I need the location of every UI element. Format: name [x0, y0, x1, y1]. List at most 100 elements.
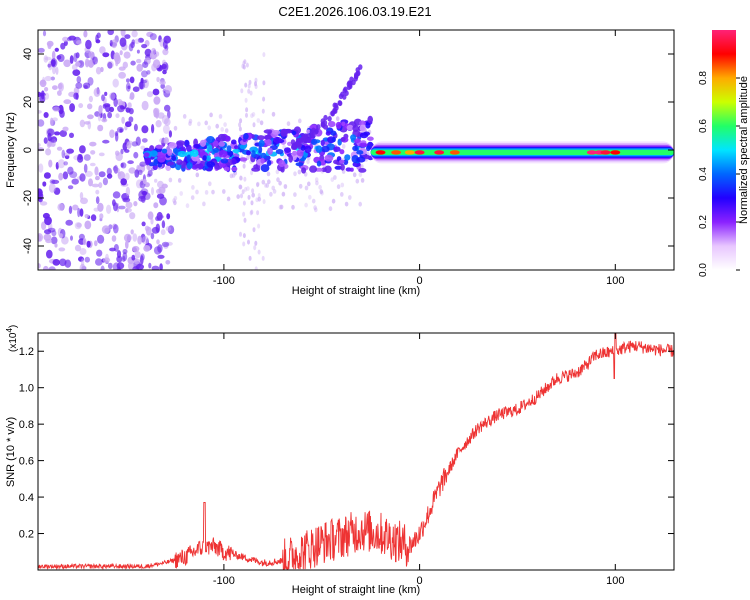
- snr-frame: [37, 332, 675, 571]
- band-blob: [295, 162, 304, 167]
- drift-branch-blob: [301, 136, 306, 142]
- band-blob: [340, 137, 346, 142]
- scatter-blob: [304, 202, 308, 208]
- scatter-blob: [340, 192, 344, 197]
- noise-blob: [63, 59, 71, 68]
- noise-blob: [95, 175, 100, 181]
- band-blob: [330, 130, 337, 136]
- band-blob: [356, 156, 366, 163]
- noise-blob: [79, 119, 86, 128]
- noise-streak-blob: [243, 59, 247, 65]
- noise-streak-blob: [252, 227, 256, 233]
- drift-branch-blob: [344, 90, 349, 96]
- noise-blob: [107, 262, 113, 270]
- noise-blob: [43, 265, 49, 270]
- band-blob: [206, 144, 213, 153]
- snr-series-line: [38, 333, 674, 570]
- noise-blob: [71, 178, 79, 185]
- band-blob: [280, 128, 288, 137]
- noise-blob: [113, 167, 120, 174]
- snr-xtick-label: -100: [213, 575, 235, 587]
- noise-blob: [69, 103, 75, 113]
- noise-blob: [127, 102, 132, 109]
- noise-streak-blob: [238, 126, 242, 132]
- noise-blob: [48, 183, 56, 193]
- noise-streak-blob: [247, 83, 251, 89]
- noise-blob: [72, 204, 79, 211]
- noise-streak-blob: [252, 122, 256, 128]
- band-blob: [202, 155, 207, 161]
- noise-blob: [122, 142, 128, 151]
- scatter-blob: [265, 183, 270, 188]
- colorbar-tick-label: 0.0: [698, 263, 709, 277]
- noise-blob: [39, 79, 46, 85]
- noise-blob: [82, 238, 87, 246]
- band-blob: [349, 167, 354, 172]
- noise-blob: [94, 240, 98, 247]
- band-blob: [258, 146, 263, 154]
- spectrogram-axes: -100 0 100 -40 -20 0 20 40: [22, 30, 674, 287]
- noise-blob: [140, 145, 146, 150]
- drift-branch-blob: [358, 64, 363, 70]
- noise-blob: [151, 265, 160, 270]
- noise-blob: [75, 82, 83, 89]
- noise-blob: [122, 197, 131, 203]
- noise-blob: [73, 92, 79, 100]
- band-blob: [286, 128, 292, 134]
- noise-blob: [164, 118, 171, 126]
- scatter-blob: [291, 204, 295, 210]
- noise-blob: [90, 214, 97, 222]
- noise-blob: [164, 104, 171, 112]
- scatter-blob: [355, 178, 360, 184]
- noise-blob: [79, 145, 86, 154]
- noise-blob: [125, 201, 133, 209]
- scatter-blob: [238, 184, 243, 190]
- band-blob: [193, 144, 201, 149]
- noise-blob: [125, 240, 129, 249]
- noise-blob: [95, 39, 101, 44]
- noise-blob: [98, 182, 103, 189]
- noise-blob: [46, 249, 53, 259]
- noise-blob: [163, 137, 169, 145]
- noise-blob: [119, 128, 123, 133]
- noise-blob: [57, 83, 63, 90]
- noise-blob: [106, 167, 112, 176]
- scatter-blob: [341, 144, 346, 149]
- scatter-blob: [314, 177, 319, 183]
- noise-blob: [39, 79, 47, 88]
- band-blob: [249, 146, 259, 153]
- scatter-blob: [275, 169, 280, 175]
- noise-blob: [139, 161, 147, 167]
- band-blob: [324, 165, 332, 174]
- noise-streak-blob: [239, 175, 243, 181]
- noise-blob: [145, 226, 152, 236]
- noise-streak-blob: [247, 239, 250, 245]
- noise-blob: [152, 59, 161, 69]
- noise-blob: [58, 172, 64, 181]
- noise-blob: [120, 105, 125, 110]
- noise-blob: [132, 245, 140, 253]
- scatter-blob: [315, 180, 319, 186]
- noise-streak-blob: [243, 176, 247, 182]
- band-blob: [327, 121, 336, 128]
- noise-streak-blob: [241, 63, 245, 69]
- noise-blob: [59, 258, 67, 267]
- snr-panel: -100 0 100 0.2 0.4 0.6 0.8 1.0 1.2 Height of str…: [5, 325, 675, 596]
- noise-blob: [113, 164, 119, 174]
- band-blob: [359, 132, 369, 139]
- noise-blob: [113, 224, 119, 234]
- noise-blob: [46, 40, 54, 47]
- scatter-blob: [276, 177, 280, 183]
- noise-streak-blob: [254, 240, 258, 246]
- band-blob: [232, 148, 240, 154]
- noise-blob: [60, 42, 66, 50]
- noise-blob: [76, 40, 82, 45]
- noise-blob: [51, 179, 60, 184]
- noise-blob: [136, 49, 140, 54]
- noise-blob: [111, 39, 118, 49]
- noise-blob: [117, 171, 122, 177]
- noise-blob: [129, 92, 135, 100]
- scatter-blob: [283, 154, 287, 160]
- noise-blob: [161, 241, 170, 247]
- drift-branch-blob: [349, 76, 354, 83]
